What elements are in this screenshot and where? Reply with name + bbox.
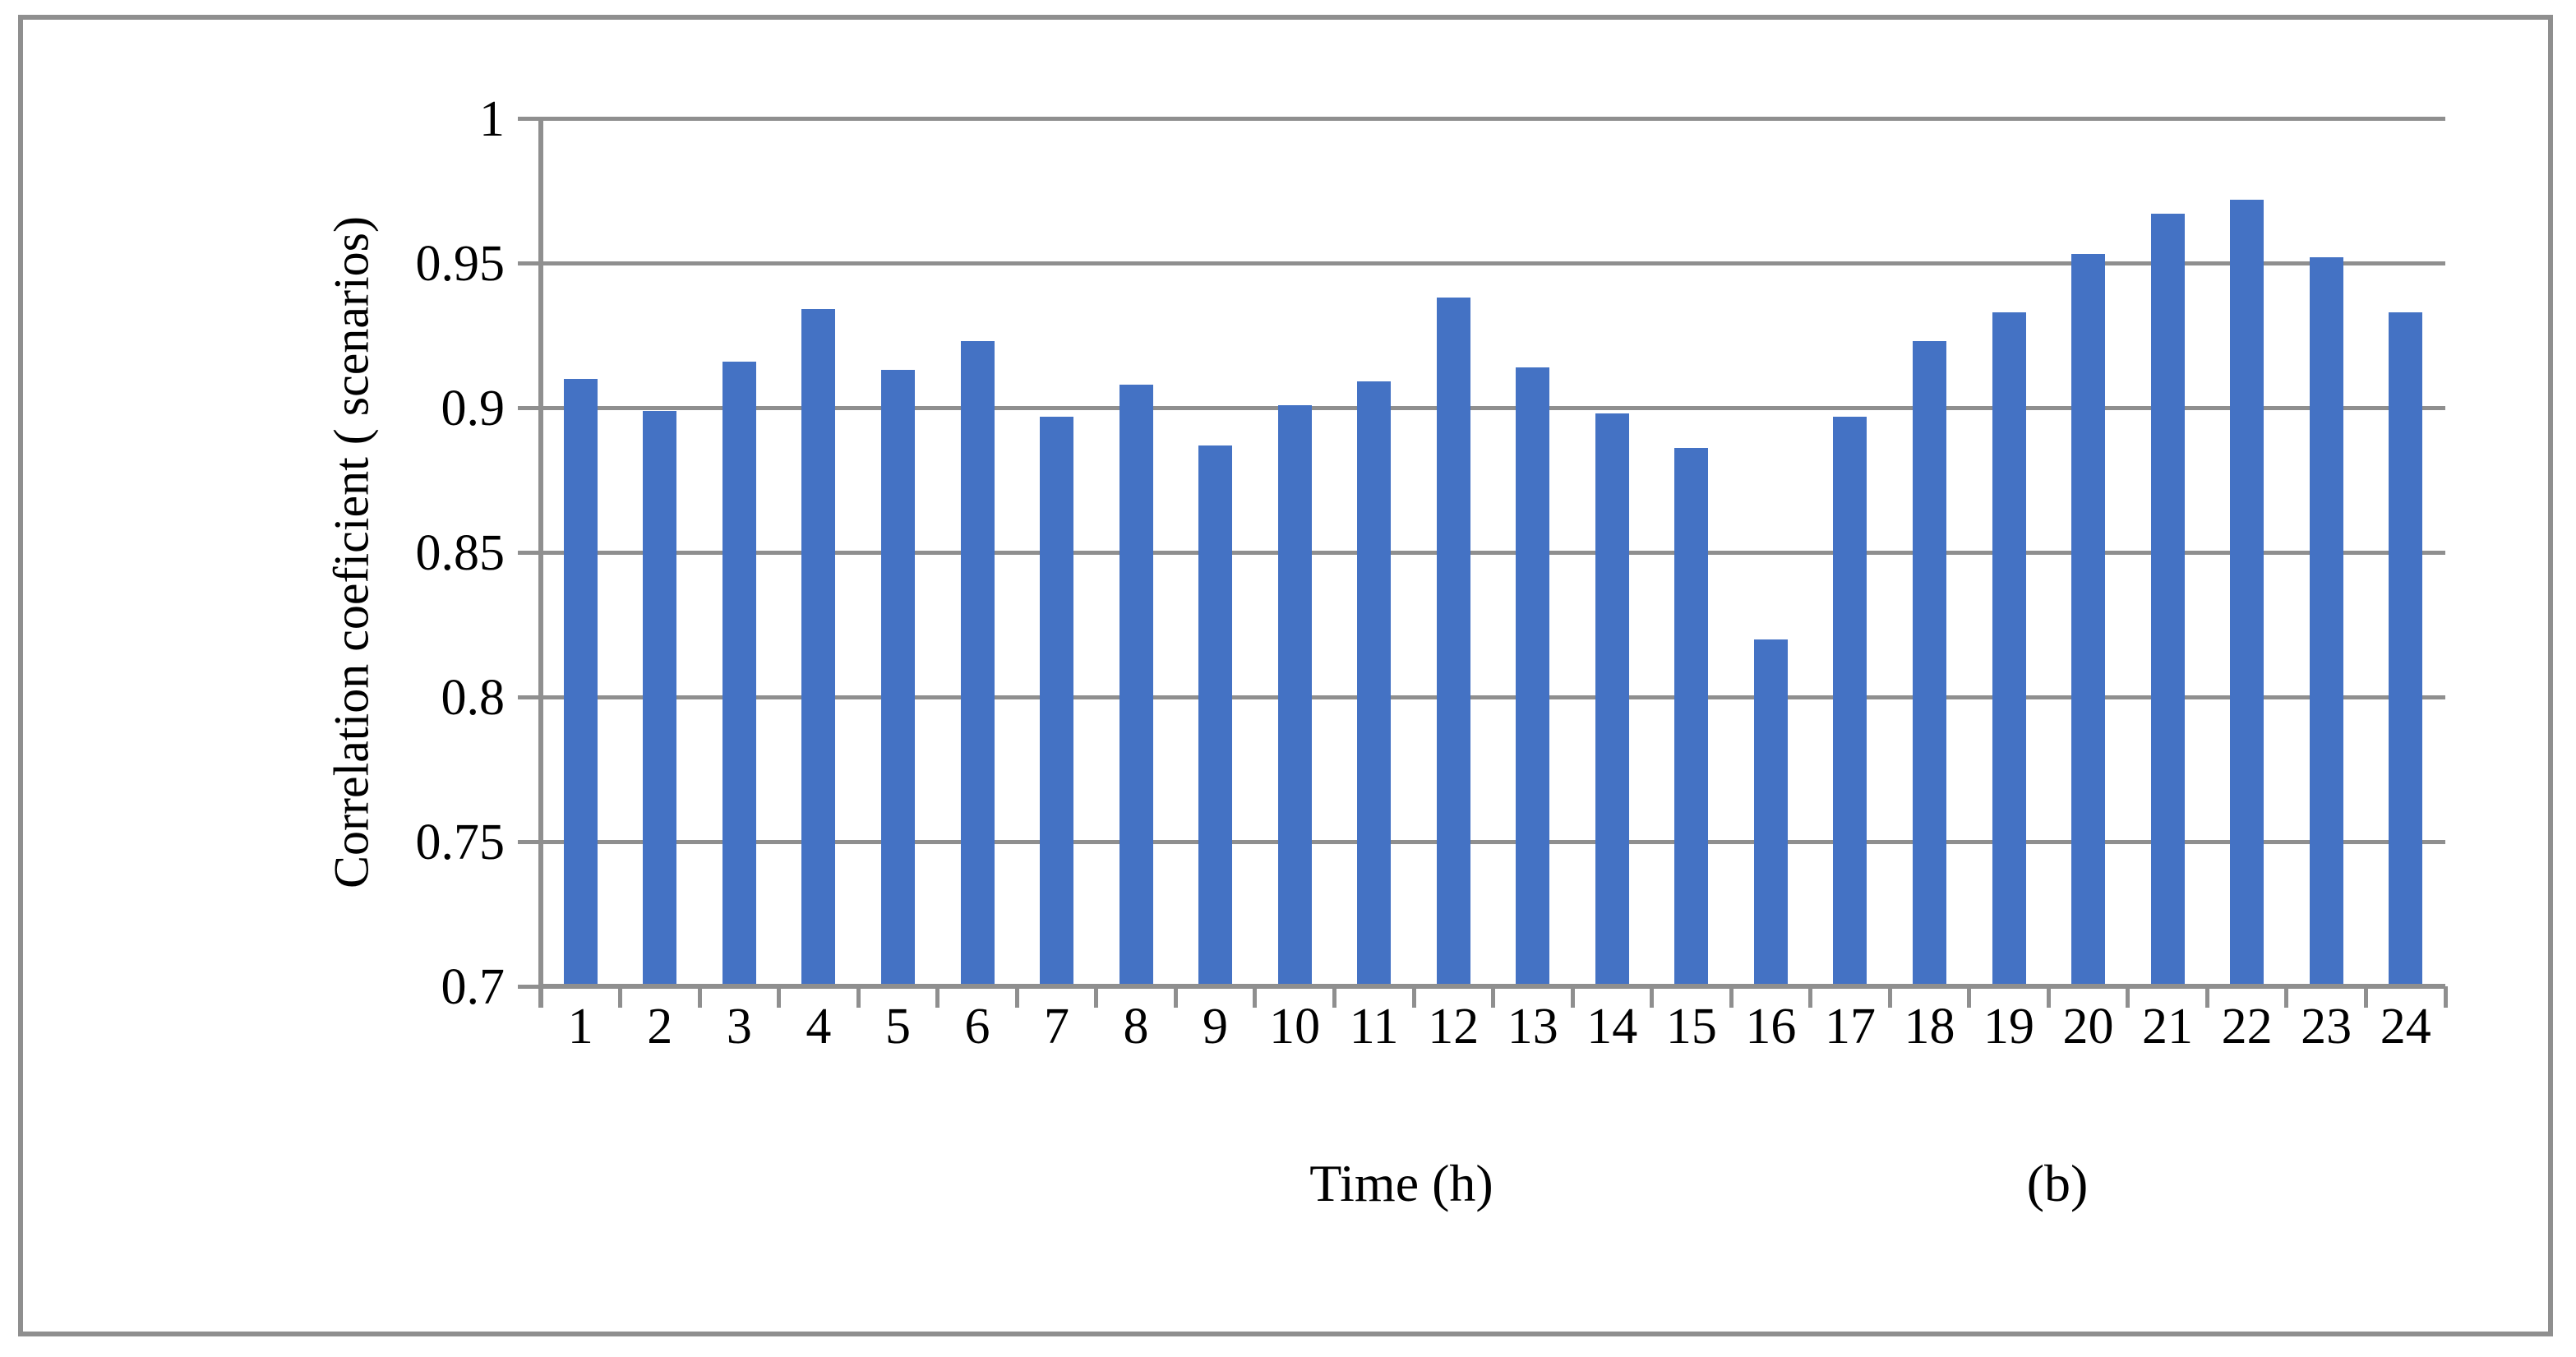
y-axis-line xyxy=(538,118,543,1008)
y-tick-mark xyxy=(518,405,541,410)
x-tick-label: 6 xyxy=(964,999,990,1055)
bar-hour-19 xyxy=(1992,312,2026,986)
y-tick-mark xyxy=(518,261,541,265)
x-tick-mark xyxy=(2443,986,2448,1008)
bar-hour-11 xyxy=(1357,381,1392,986)
bar-hour-13 xyxy=(1516,367,1550,986)
x-axis-line xyxy=(541,984,2445,989)
x-tick-mark xyxy=(1967,986,1972,1008)
panel-label: (b) xyxy=(2026,1154,2089,1212)
bar-hour-9 xyxy=(1198,445,1233,986)
x-tick-label: 20 xyxy=(2062,999,2114,1055)
x-tick-mark xyxy=(1808,986,1813,1008)
bar-hour-2 xyxy=(643,410,677,986)
x-tick-label: 14 xyxy=(1586,999,1638,1055)
x-tick-mark xyxy=(2204,986,2209,1008)
x-tick-label: 11 xyxy=(1349,999,1399,1055)
x-tick-mark xyxy=(1729,986,1733,1008)
bar-hour-24 xyxy=(2389,312,2423,986)
y-tick-label: 0.75 xyxy=(415,815,506,870)
y-tick-mark xyxy=(518,984,541,989)
bar-hour-7 xyxy=(1040,416,1073,986)
x-tick-label: 1 xyxy=(567,999,593,1055)
x-tick-label: 15 xyxy=(1665,999,1717,1055)
bar-hour-21 xyxy=(2150,214,2185,986)
x-tick-mark xyxy=(1173,986,1178,1008)
figure-border xyxy=(18,15,2553,1336)
x-tick-label: 3 xyxy=(726,999,752,1055)
bar-hour-8 xyxy=(1119,384,1153,986)
bar-hour-1 xyxy=(563,378,598,986)
bar-hour-12 xyxy=(1436,298,1470,986)
x-tick-label: 2 xyxy=(647,999,673,1055)
x-tick-mark xyxy=(1014,986,1019,1008)
x-tick-mark xyxy=(935,986,940,1008)
bar-hour-10 xyxy=(1277,404,1312,986)
gridline-0.85 xyxy=(541,550,2445,555)
x-tick-label: 23 xyxy=(2301,999,2352,1055)
bar-hour-20 xyxy=(2071,254,2105,986)
gridline-0.75 xyxy=(541,839,2445,844)
bar-hour-17 xyxy=(1833,416,1867,986)
x-tick-mark xyxy=(1411,986,1416,1008)
x-tick-mark xyxy=(1650,986,1655,1008)
x-tick-mark xyxy=(697,986,702,1008)
y-tick-mark xyxy=(518,550,541,555)
y-tick-mark xyxy=(518,116,541,121)
bar-hour-14 xyxy=(1595,413,1629,986)
y-tick-mark xyxy=(518,695,541,699)
x-tick-mark xyxy=(2364,986,2368,1008)
x-tick-mark xyxy=(1570,986,1575,1008)
y-tick-label: 0.95 xyxy=(415,236,506,292)
x-tick-mark xyxy=(1332,986,1336,1008)
x-tick-mark xyxy=(2046,986,2051,1008)
x-tick-mark xyxy=(1094,986,1099,1008)
x-axis-title: Time (h) xyxy=(1309,1154,1493,1212)
bar-hour-4 xyxy=(801,309,836,986)
x-tick-label: 8 xyxy=(1123,999,1149,1055)
x-tick-label: 13 xyxy=(1507,999,1558,1055)
x-tick-mark xyxy=(1253,986,1258,1008)
bar-hour-6 xyxy=(960,341,995,986)
x-tick-mark xyxy=(1887,986,1892,1008)
x-tick-mark xyxy=(856,986,861,1008)
bar-hour-23 xyxy=(2309,257,2343,986)
x-tick-mark xyxy=(618,986,622,1008)
bar-hour-5 xyxy=(880,370,915,986)
gridline-0.95 xyxy=(541,261,2445,265)
y-tick-label: 0.8 xyxy=(441,670,506,726)
y-tick-mark xyxy=(518,839,541,844)
x-tick-mark xyxy=(777,986,782,1008)
x-tick-label: 5 xyxy=(884,999,911,1055)
x-tick-mark xyxy=(2126,986,2131,1008)
gridline-1 xyxy=(541,116,2445,121)
x-tick-label: 12 xyxy=(1428,999,1480,1055)
x-tick-label: 9 xyxy=(1203,999,1229,1055)
x-tick-label: 22 xyxy=(2221,999,2273,1055)
y-tick-label: 0.9 xyxy=(441,381,506,436)
bar-hour-15 xyxy=(1674,448,1709,986)
x-tick-label: 24 xyxy=(2380,999,2431,1055)
x-tick-label: 17 xyxy=(1824,999,1876,1055)
y-tick-label: 1 xyxy=(479,91,505,147)
plot-area: 1 0.95 0.9 0.85 0.8 0.75 0.7 1 2 3 4 5 6 7 8 9 10 11 12 13 1… xyxy=(416,94,2448,1052)
x-tick-label: 19 xyxy=(1983,999,2035,1055)
x-tick-mark xyxy=(2284,986,2289,1008)
x-tick-label: 4 xyxy=(806,999,832,1055)
x-tick-mark xyxy=(1491,986,1495,1008)
x-tick-label: 7 xyxy=(1044,999,1070,1055)
bar-hour-18 xyxy=(1913,341,1946,986)
bar-hour-3 xyxy=(722,361,756,986)
bar-hour-16 xyxy=(1753,639,1788,986)
y-tick-label: 0.85 xyxy=(415,525,506,581)
x-tick-label: 18 xyxy=(1904,999,1955,1055)
bar-hour-22 xyxy=(2230,199,2264,986)
x-tick-label: 10 xyxy=(1269,999,1321,1055)
x-tick-label: 21 xyxy=(2142,999,2194,1055)
gridline-0.8 xyxy=(541,695,2445,699)
gridline-0.9 xyxy=(541,405,2445,410)
y-tick-label: 0.7 xyxy=(441,959,506,1015)
x-tick-label: 16 xyxy=(1745,999,1797,1055)
